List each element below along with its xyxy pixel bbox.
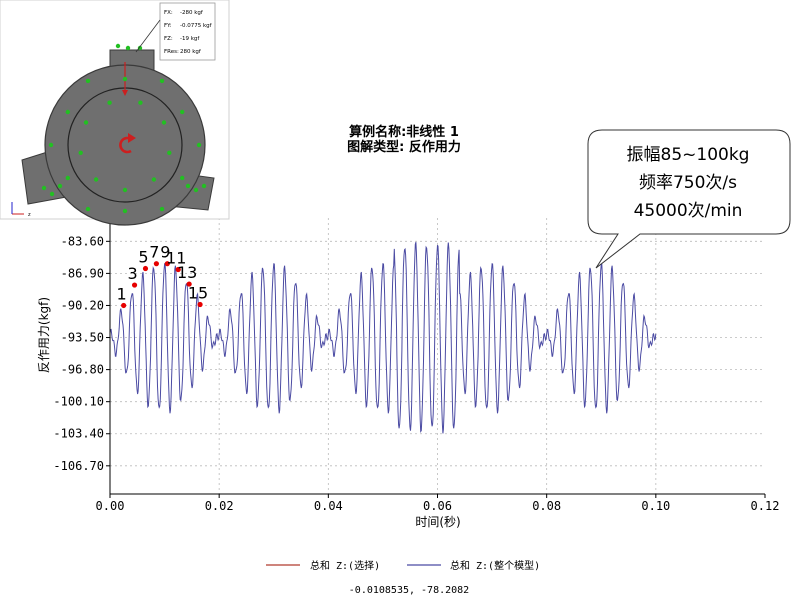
peak-label: 15 xyxy=(188,283,208,302)
readout-fx-label: FX: xyxy=(164,10,173,16)
legend-label-whole-model: 总和 Z:(整个模型) xyxy=(450,559,540,572)
annotation-callout: 振幅85~100kg 频率750次/s 45000次/min xyxy=(587,129,791,269)
x-tick-label: 0.04 xyxy=(314,499,343,513)
y-tick-label: -106.70 xyxy=(53,459,104,473)
peak-marker xyxy=(131,282,138,288)
fixture-dot xyxy=(159,78,165,84)
y-tick-label: -103.40 xyxy=(53,427,104,441)
peak-label: 7 xyxy=(149,243,159,262)
fixture-dot xyxy=(48,142,54,148)
y-tick-label: -96.80 xyxy=(61,363,104,377)
chart-title: 算例名称:非线性 1 xyxy=(349,124,459,140)
fixture-dot xyxy=(93,177,99,182)
x-tick-label: 0.10 xyxy=(641,499,670,513)
series-line-1 xyxy=(109,241,657,434)
fixture-dot xyxy=(125,45,131,51)
peak-marker xyxy=(175,266,181,273)
fixture-dot xyxy=(107,100,112,105)
cursor-readout: -0.0108535, -78.2082 xyxy=(349,585,469,596)
readout-fy-value: -0.0775 kgf xyxy=(180,23,213,29)
peak-marker xyxy=(186,281,192,287)
peak-label: 13 xyxy=(177,263,197,282)
peak-marker xyxy=(142,265,149,272)
chart-subtitle: 图解类型: 反作用力 xyxy=(347,139,461,155)
peak-label: 1 xyxy=(117,284,127,303)
callout-line-2: 频率750次/s xyxy=(639,173,737,193)
readout-fy-label: FY: xyxy=(164,23,172,29)
readout-leader-line xyxy=(135,19,161,53)
y-tick-label: -93.50 xyxy=(61,331,104,345)
peak-label: 9 xyxy=(160,243,170,262)
axes xyxy=(109,218,765,495)
fixture-dot xyxy=(180,175,185,181)
peak-label: 11 xyxy=(166,249,186,268)
y-tick-labels: -83.60 -86.90 -90.20 -93.50 -96.80 -100.10 -10… xyxy=(53,234,104,472)
x-tick-label: 0.00 xyxy=(96,499,125,513)
y-tick-label: -100.10 xyxy=(53,395,104,409)
fixture-markers xyxy=(41,43,207,214)
callout-bubble xyxy=(587,129,791,269)
x-tick-label: 0.08 xyxy=(532,499,561,513)
readout-fres-label: FRes: xyxy=(164,49,179,55)
fixture-dot xyxy=(122,208,128,214)
fixture-dot xyxy=(161,120,167,125)
fixture-dot xyxy=(193,187,199,193)
readout-fres-value: 280 kgf xyxy=(180,49,202,55)
y-tick-label: -86.90 xyxy=(61,266,104,280)
fixture-dot xyxy=(167,150,172,155)
fixture-dot xyxy=(41,185,47,191)
fixture-dot xyxy=(138,100,143,105)
peak-label: 5 xyxy=(138,248,148,267)
rotation-arrow-icon xyxy=(119,136,132,154)
fixture-dot xyxy=(180,109,185,115)
fixture-dot xyxy=(49,191,55,197)
callout-line-1: 振幅85~100kg xyxy=(627,145,750,165)
fixture-dot xyxy=(65,109,71,115)
peak-marker xyxy=(121,302,127,309)
fixture-dot xyxy=(83,120,89,125)
peak-marker xyxy=(164,261,170,267)
fixture-dot xyxy=(122,187,128,193)
callout-line-3: 45000次/min xyxy=(634,201,743,221)
peak-label: 3 xyxy=(127,264,137,283)
readout-fz-value: -19 kgf xyxy=(180,36,200,42)
rotation-arrowhead-icon xyxy=(128,133,136,143)
peak-marker xyxy=(197,301,203,308)
triad-z-label: z xyxy=(28,212,31,218)
fixture-dot xyxy=(151,177,157,182)
fixture-dot xyxy=(85,206,91,212)
readout-fz-label: FZ: xyxy=(164,36,173,42)
fixture-dot xyxy=(196,142,202,148)
readout-fx-value: -280 kgf xyxy=(180,10,204,16)
fixture-dot xyxy=(137,45,143,51)
fixture-dot xyxy=(122,76,128,82)
y-axis-label: 反作用力(kgf) xyxy=(37,297,51,373)
x-tick-label: 0.12 xyxy=(751,499,780,513)
legend-label-selected: 总和 Z:(选择) xyxy=(310,559,380,572)
force-arrowhead-icon xyxy=(122,90,128,96)
x-tick-label: 0.06 xyxy=(423,499,452,513)
fixture-dot xyxy=(65,175,71,181)
y-tick-label: -83.60 xyxy=(61,234,104,248)
legend: 总和 Z:(选择) 总和 Z:(整个模型) xyxy=(266,559,540,572)
x-tick-label: 0.02 xyxy=(205,499,234,513)
reaction-readout-box xyxy=(159,2,216,61)
fixture-dot xyxy=(78,150,83,155)
y-tick-label: -90.20 xyxy=(61,298,104,312)
x-tick-labels: 0.00 0.02 0.04 0.06 0.08 0.10 0.12 xyxy=(96,499,780,513)
fixture-dot xyxy=(159,206,165,212)
series-layer xyxy=(109,241,657,434)
model-inset: FX: -280 kgf FY: -0.0775 kgf FZ: -19 kgf… xyxy=(0,0,230,226)
fixture-dot xyxy=(185,183,191,189)
fixture-dot xyxy=(57,183,63,189)
fixture-dot xyxy=(85,78,91,84)
x-axis-label: 时间(秒) xyxy=(415,515,460,529)
peak-marker xyxy=(153,261,159,267)
fixture-dot xyxy=(201,183,207,189)
grid-lines xyxy=(106,218,766,498)
fixture-dot xyxy=(115,43,121,49)
